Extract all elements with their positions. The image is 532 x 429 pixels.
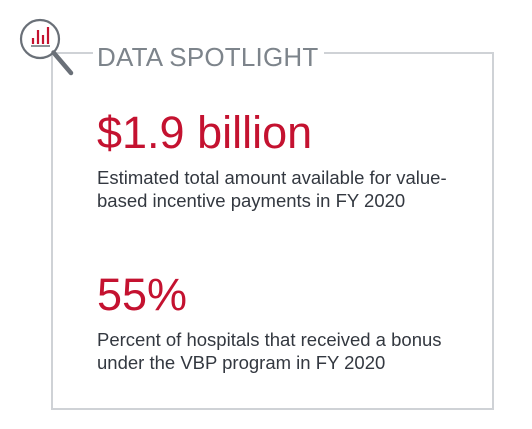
stat-value: $1.9 billion [97,107,313,158]
stat-block-percent: 55% Percent of hospitals that received a… [97,270,457,374]
stat-value: 55% [97,269,188,320]
magnifying-glass-chart-icon [19,18,74,76]
page-title: DATA SPOTLIGHT [93,41,325,73]
stat-block-amount: $1.9 billion Estimated total amount avai… [97,108,457,212]
stat-description: Percent of hospitals that received a bon… [97,329,442,373]
stat-description: Estimated total amount available for val… [97,167,447,211]
